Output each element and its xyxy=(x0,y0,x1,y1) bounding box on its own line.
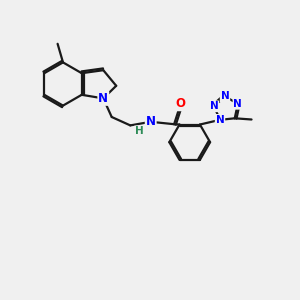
Text: N: N xyxy=(233,99,242,109)
Text: N: N xyxy=(146,115,156,128)
Text: N: N xyxy=(216,115,224,125)
Text: O: O xyxy=(176,97,186,110)
Text: N: N xyxy=(98,92,108,105)
Text: N: N xyxy=(210,101,218,111)
Text: N: N xyxy=(220,92,230,101)
Text: H: H xyxy=(135,126,144,136)
